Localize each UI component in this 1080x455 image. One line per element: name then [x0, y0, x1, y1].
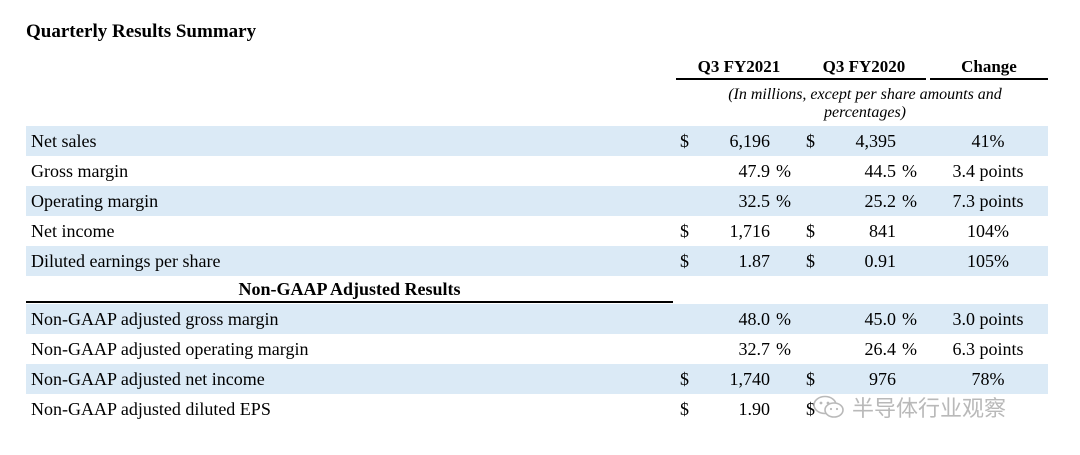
table-row: Non-GAAP adjusted gross margin 48.0% 45.0%… — [26, 304, 1048, 334]
currency-symbol: $ — [806, 131, 815, 151]
value-q3-fy2020: 976 — [869, 369, 896, 389]
col-header-q3-fy2020: Q3 FY2020 — [802, 56, 926, 80]
row-label: Net income — [31, 221, 115, 241]
value-q3-fy2020: 45.0 — [864, 309, 897, 329]
row-label: Diluted earnings per share — [31, 251, 221, 271]
nongaap-section-title: Non-GAAP Adjusted Results — [26, 277, 673, 303]
percent-sign: % — [776, 339, 791, 359]
row-label: Operating margin — [31, 191, 159, 211]
currency-symbol: $ — [806, 369, 815, 389]
row-label: Net sales — [31, 131, 97, 151]
value-q3-fy2021: 47.9 — [738, 161, 771, 181]
percent-sign: % — [902, 191, 917, 211]
table-row: Non-GAAP adjusted net income $1,740 $976 78… — [26, 364, 1048, 394]
currency-symbol: $ — [680, 221, 689, 241]
col-header-q3-fy2021: Q3 FY2021 — [676, 56, 802, 80]
table-row: Net sales $6,196 $4,395 41% — [26, 126, 1048, 156]
value-q3-fy2020: 4,395 — [855, 131, 897, 151]
change-value: 104% — [967, 221, 1009, 241]
value-q3-fy2021: 32.7 — [738, 339, 771, 359]
value-q3-fy2020: 44.5 — [864, 161, 897, 181]
page-title: Quarterly Results Summary — [26, 21, 257, 42]
value-q3-fy2021: 1.87 — [738, 251, 771, 271]
value-q3-fy2020: 841 — [869, 221, 896, 241]
percent-sign: % — [902, 309, 917, 329]
currency-symbol: $ — [680, 131, 689, 151]
units-note: (In millions, except per share amounts a… — [728, 86, 1002, 121]
value-q3-fy2021: 1.90 — [738, 399, 771, 419]
change-value: 3.4 points — [952, 161, 1024, 181]
col-header-change: Change — [930, 56, 1048, 80]
value-q3-fy2021: 1,740 — [729, 369, 771, 389]
currency-symbol: $ — [806, 399, 815, 419]
percent-sign: % — [776, 191, 791, 211]
table-row: Gross margin 47.9% 44.5% 3.4 points — [26, 156, 1048, 186]
currency-symbol: $ — [806, 251, 815, 271]
wechat-icon — [813, 395, 844, 418]
change-value: 78% — [971, 369, 1005, 389]
currency-symbol: $ — [680, 369, 689, 389]
watermark-text: 半导体行业观察 — [852, 397, 1007, 422]
row-label: Non-GAAP adjusted operating margin — [31, 339, 309, 359]
table-row: Non-GAAP adjusted diluted EPS $1.90 $ — [26, 394, 1048, 424]
value-q3-fy2020: 0.91 — [864, 251, 897, 271]
table-row: Net income $1,716 $841 104% — [26, 216, 1048, 246]
percent-sign: % — [776, 161, 791, 181]
change-value: 105% — [967, 251, 1009, 271]
value-q3-fy2021: 32.5 — [738, 191, 771, 211]
percent-sign: % — [902, 161, 917, 181]
watermark: 半导体行业观察 — [812, 391, 1006, 423]
currency-symbol: $ — [806, 221, 815, 241]
currency-symbol: $ — [680, 399, 689, 419]
row-label: Non-GAAP adjusted gross margin — [31, 309, 279, 329]
change-value: 7.3 points — [952, 191, 1024, 211]
value-q3-fy2021: 1,716 — [729, 221, 771, 241]
table-row: Operating margin 32.5% 25.2% 7.3 points — [26, 186, 1048, 216]
currency-symbol: $ — [680, 251, 689, 271]
row-label: Non-GAAP adjusted diluted EPS — [31, 399, 271, 419]
value-q3-fy2020: 26.4 — [864, 339, 897, 359]
change-value: 41% — [971, 131, 1005, 151]
value-q3-fy2020: 25.2 — [864, 191, 897, 211]
row-label: Non-GAAP adjusted net income — [31, 369, 265, 389]
percent-sign: % — [776, 309, 791, 329]
table-row: Diluted earnings per share $1.87 $0.91 105% — [26, 246, 1048, 276]
change-value: 6.3 points — [952, 339, 1024, 359]
percent-sign: % — [902, 339, 917, 359]
value-q3-fy2021: 6,196 — [729, 131, 771, 151]
value-q3-fy2021: 48.0 — [738, 309, 771, 329]
table-row: Non-GAAP adjusted operating margin 32.7% 2… — [26, 334, 1048, 364]
row-label: Gross margin — [31, 161, 129, 181]
change-value: 3.0 points — [952, 309, 1024, 329]
